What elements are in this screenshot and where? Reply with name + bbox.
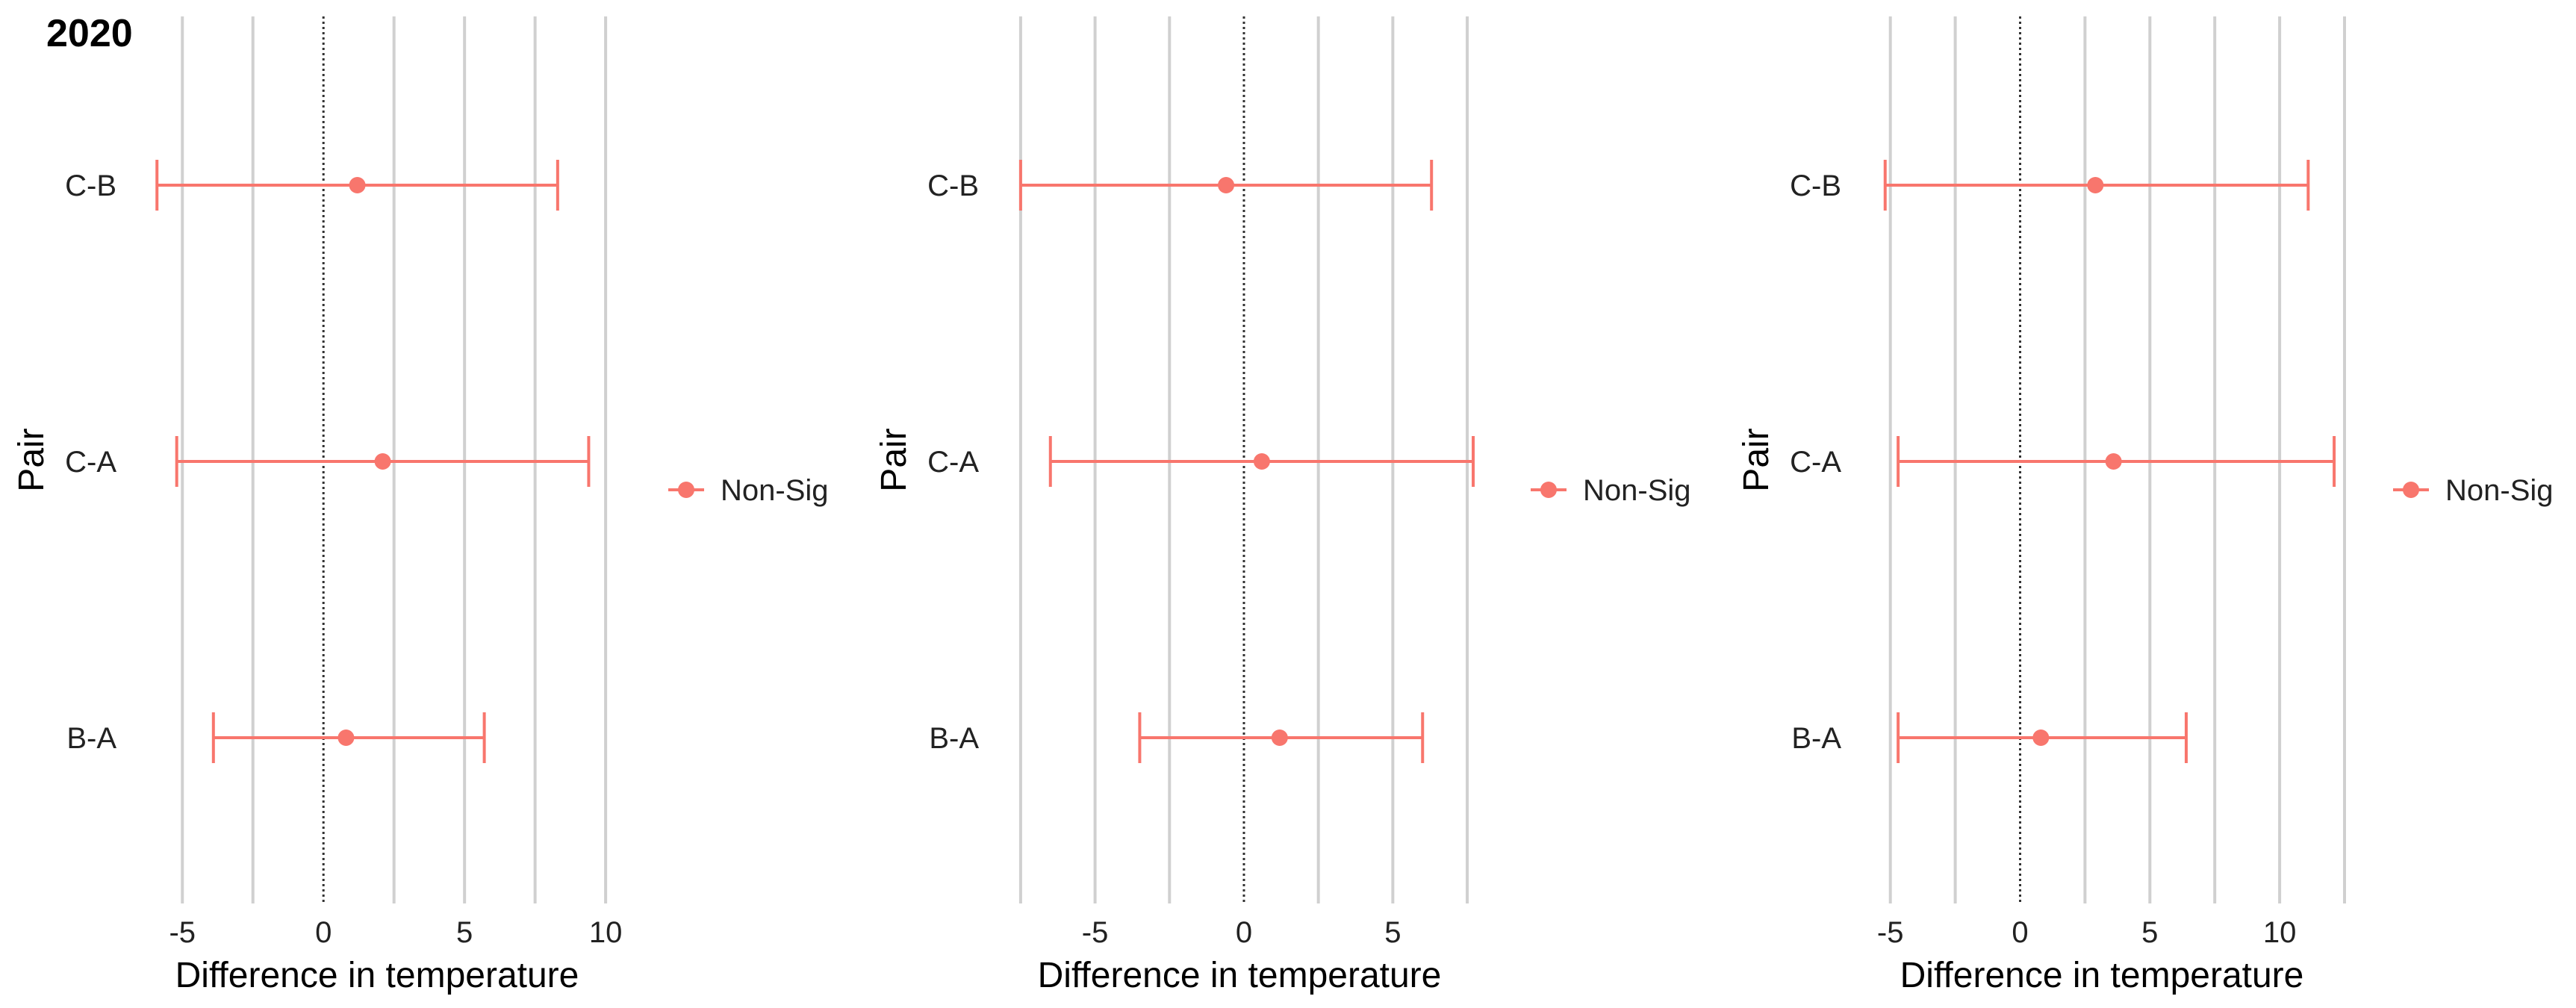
y-axis-title: Pair <box>874 428 914 491</box>
estimate-point <box>374 453 391 470</box>
x-tick-label: -5 <box>169 916 196 949</box>
x-tick-label: 10 <box>2263 916 2297 949</box>
y-tick-label: C-B <box>65 169 116 202</box>
y-tick-label: B-A <box>66 722 116 755</box>
x-axis-title: Difference in temperature <box>1900 956 2304 995</box>
panels: -5 0 5 10 C-B C-A B-A Difference in temperature… <box>12 16 2554 995</box>
legend-key-point <box>2403 482 2419 498</box>
legend-key-point <box>1540 482 1557 498</box>
y-tick-label: B-A <box>1791 722 1841 755</box>
estimate-point <box>2105 453 2122 470</box>
y-tick-label: C-A <box>1790 446 1841 479</box>
estimate-point <box>2032 729 2050 746</box>
figure-title: 2020 <box>46 12 133 55</box>
estimate-point <box>1253 453 1270 470</box>
y-tick-label: C-B <box>927 169 979 202</box>
y-tick-label: B-A <box>929 722 979 755</box>
estimate-point <box>1271 729 1288 746</box>
estimate-point <box>349 177 366 193</box>
chart-panel-3: -5 0 5 10 C-B C-A B-A Difference in temperature… <box>1737 16 2554 995</box>
x-tick-label: -5 <box>1082 916 1109 949</box>
x-axis-title: Difference in temperature <box>1038 956 1442 995</box>
legend-label: Non-Sig <box>1583 474 1691 507</box>
estimate-point <box>1218 177 1235 193</box>
legend-label: Non-Sig <box>2445 474 2554 507</box>
legend-label: Non-Sig <box>721 474 829 507</box>
x-axis-title: Difference in temperature <box>175 956 579 995</box>
chart-panel-1: -5 0 5 10 C-B C-A B-A Difference in temperature… <box>12 16 829 995</box>
x-tick-label: 0 <box>315 916 332 949</box>
y-tick-label: C-A <box>65 446 116 479</box>
x-tick-label: 10 <box>589 916 623 949</box>
estimate-point <box>2087 177 2104 193</box>
x-tick-label: 0 <box>2012 916 2028 949</box>
chart-panel-2: -5 0 5 C-B C-A B-A Difference in temperature Pa… <box>874 16 1691 995</box>
y-axis-title: Pair <box>12 428 52 491</box>
x-tick-label: 0 <box>1236 916 1252 949</box>
x-tick-label: 5 <box>1384 916 1401 949</box>
y-tick-label: C-A <box>927 446 979 479</box>
x-tick-label: 5 <box>456 916 473 949</box>
x-tick-label: -5 <box>1877 916 1904 949</box>
estimate-point <box>337 729 355 746</box>
y-tick-label: C-B <box>1790 169 1841 202</box>
y-axis-title: Pair <box>1737 428 1776 491</box>
x-tick-label: 5 <box>2141 916 2158 949</box>
legend-key-point <box>678 482 694 498</box>
